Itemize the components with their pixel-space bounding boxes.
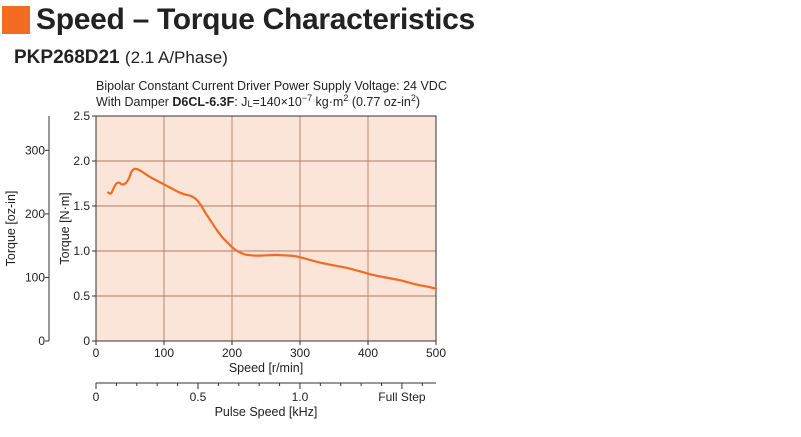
inertia-j: : J [234, 95, 248, 109]
y2-tick-label: 300 [25, 143, 45, 157]
y2-tick-label: 200 [25, 207, 45, 221]
damper-conditions: With Damper D6CL-6.3F: JL=140×10−7 kg·m2… [96, 94, 420, 110]
y-tick-label: 0.5 [73, 289, 90, 303]
torque-curve [107, 167, 438, 290]
y-axis-ticks: 0 0.5 1.0 1.5 2.0 2.5 [73, 109, 96, 348]
phase-current: (2.1 A/Phase) [124, 48, 228, 67]
x2-axis-ticks: 0 0.5 1.0 Full Step [93, 383, 426, 404]
y-axis-label: Torque [N·m] [58, 192, 72, 264]
damper-model: D6CL-6.3F [172, 95, 235, 109]
x-axis-label: Speed [r/min] [229, 361, 303, 375]
y2-tick-label: 0 [38, 334, 45, 348]
y2-axis-ticks: 0 100 200 300 [25, 143, 49, 348]
model-name: PKP268D21 [14, 47, 120, 68]
y-tick-label: 1.0 [73, 244, 90, 258]
inertia-exp: −7 [301, 93, 313, 103]
x-tick-label: 0 [93, 346, 100, 360]
inertia-unit-exp: 2 [343, 93, 349, 103]
x2-tick-label: Full Step [378, 390, 426, 404]
title-accent-square [2, 6, 30, 34]
x-tick-label: 400 [358, 346, 378, 360]
plot-area [96, 116, 436, 341]
y2-tick-label: 100 [25, 270, 45, 284]
y-tick-label: 0 [83, 334, 90, 348]
inertia-oz: (0.77 oz-in [348, 95, 411, 109]
driver-conditions: Bipolar Constant Current Driver Power Su… [96, 79, 447, 93]
inertia-oz-exp: 2 [410, 93, 416, 103]
inertia-sub: L [247, 99, 253, 109]
x-tick-label: 500 [426, 346, 446, 360]
damper-prefix: With Damper [96, 95, 173, 109]
x2-axis-label: Pulse Speed [kHz] [215, 405, 318, 419]
x2-tick-label: 0.5 [190, 390, 207, 404]
inertia-unit: kg·m [312, 95, 344, 109]
inertia-value: =140×10 [252, 95, 302, 109]
x2-tick-label: 1.0 [292, 390, 309, 404]
y-tick-label: 2.0 [73, 154, 90, 168]
plot-frame [95, 115, 437, 342]
subtitle: PKP268D21 (2.1 A/Phase) [14, 45, 228, 71]
y-tick-label: 2.5 [73, 109, 90, 123]
x-tick-label: 100 [154, 346, 174, 360]
x-axis-ticks: 0 100 200 300 400 500 [93, 341, 446, 360]
page-title: Speed – Torque Characteristics [36, 3, 475, 36]
grid-lines [96, 116, 436, 341]
x-tick-label: 200 [222, 346, 242, 360]
inertia-close: ) [415, 95, 421, 109]
x2-tick-label: 0 [93, 390, 100, 404]
x-tick-label: 300 [290, 346, 310, 360]
y-tick-label: 1.5 [73, 199, 90, 213]
y2-axis-label: Torque [oz-in] [4, 191, 18, 267]
